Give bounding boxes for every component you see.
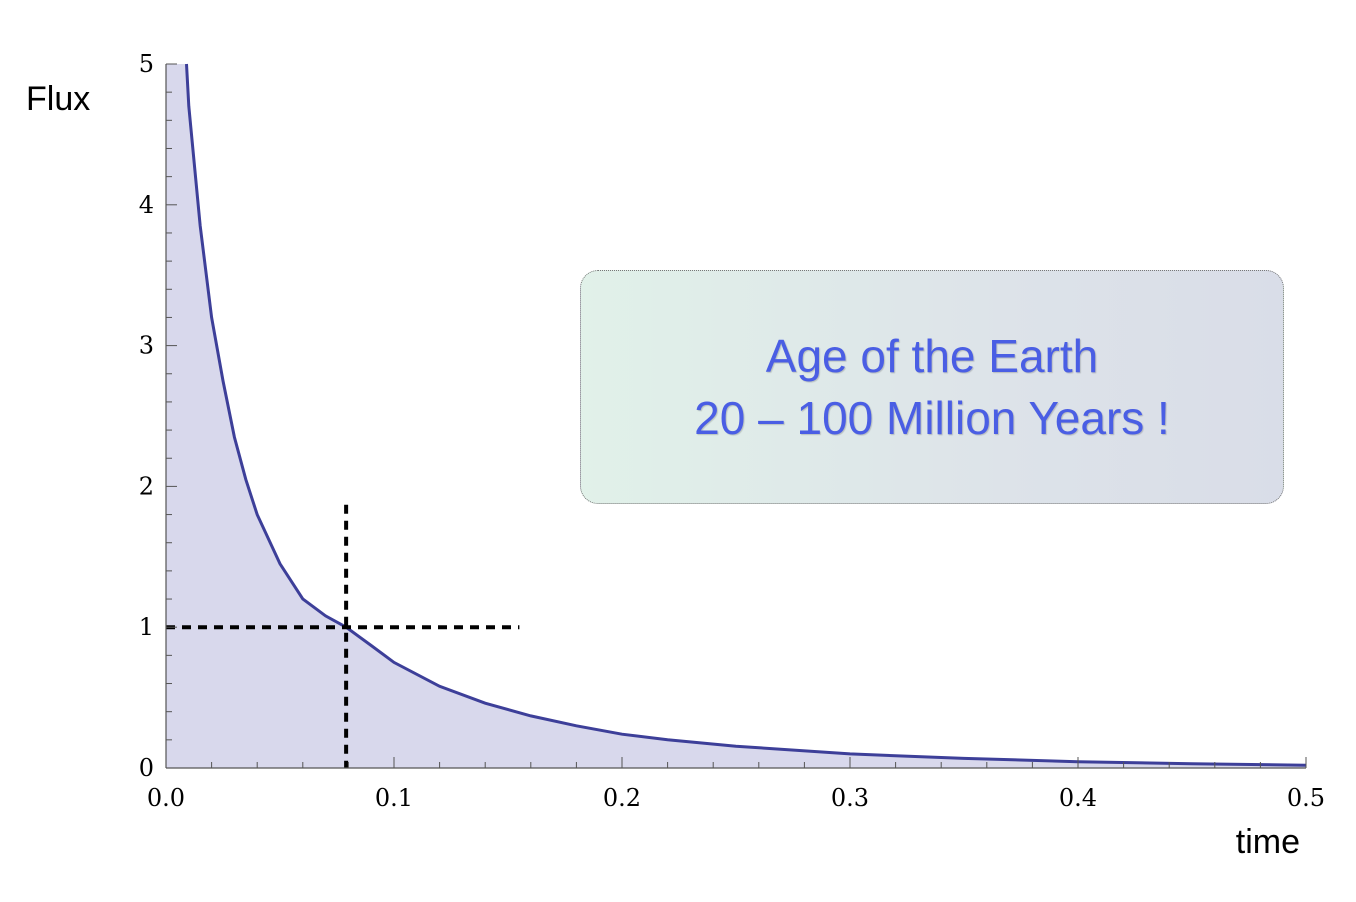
y-tick-label: 0 — [139, 754, 154, 782]
axes — [165, 63, 1307, 769]
x-tick-label: 0.1 — [375, 784, 413, 812]
flux-curve — [185, 63, 1307, 767]
x-tick-label: 0.5 — [1287, 784, 1325, 812]
x-tick-label: 0.4 — [1059, 784, 1097, 812]
tick-labels: 0 1 2 3 4 5 0.0 0.1 0.2 0.3 0.4 0.5 — [139, 50, 1325, 812]
annotation-line-2: 20 – 100 Million Years ! — [694, 392, 1170, 444]
y-tick-label: 1 — [139, 613, 154, 641]
y-tick-label: 3 — [139, 332, 154, 360]
y-tick-label: 5 — [139, 50, 154, 78]
x-tick-label: 0.3 — [831, 784, 869, 812]
x-axis-title: time — [1236, 823, 1300, 861]
x-tick-label: 0.2 — [603, 784, 641, 812]
annotation-line-1: Age of the Earth — [765, 329, 1099, 382]
y-axis-title: Flux — [26, 80, 90, 118]
y-tick-label: 2 — [139, 472, 154, 500]
y-tick-label: 4 — [139, 191, 154, 219]
annotation-box: Age of the Earth 20 – 100 Million Years … — [580, 270, 1284, 504]
x-tick-label: 0.0 — [147, 784, 185, 812]
area-fill — [166, 64, 1306, 768]
